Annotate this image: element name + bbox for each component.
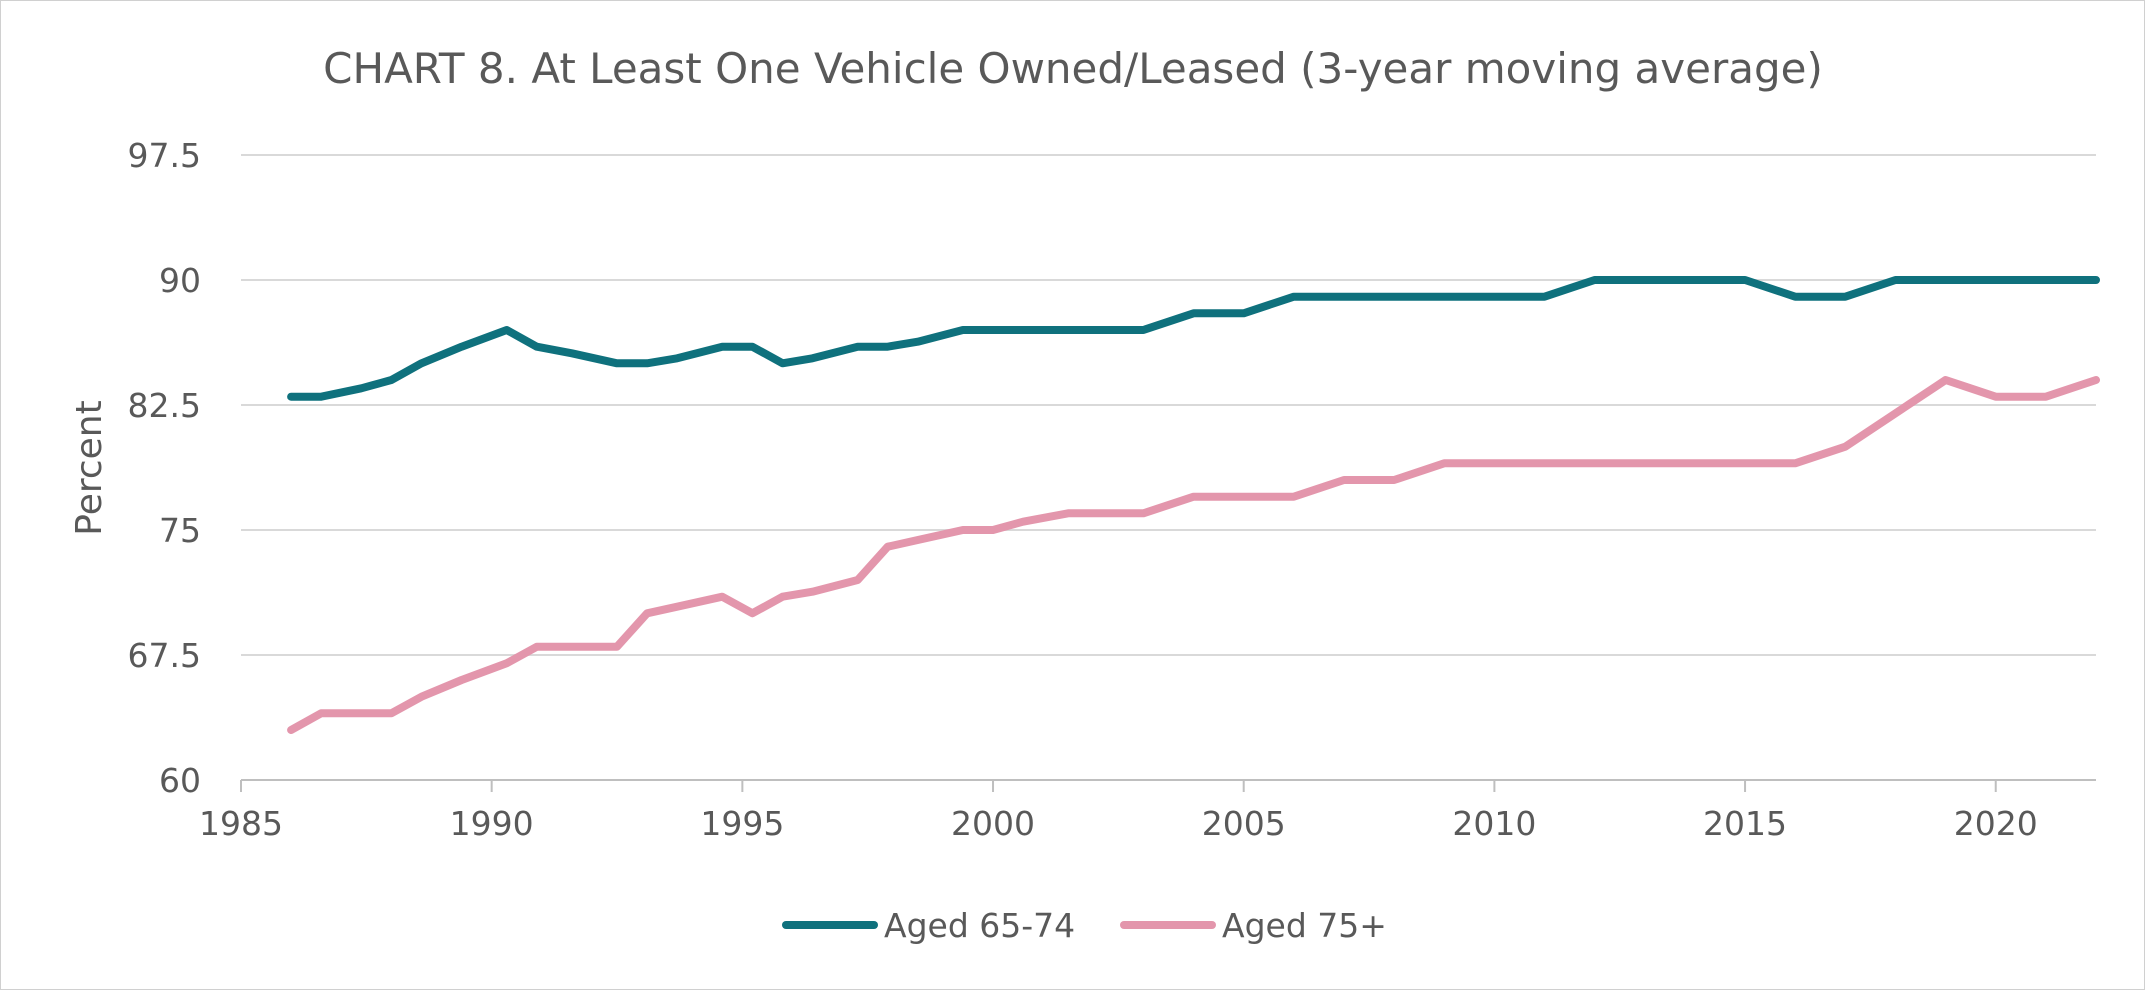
gridlines [241, 154, 2096, 656]
x-tick-label: 1990 [450, 804, 534, 843]
series-line-1 [287, 376, 2100, 734]
y-tick-label: 90 [159, 261, 201, 300]
legend-label: Aged 75+ [1222, 906, 1387, 945]
y-tick-label: 67.5 [128, 636, 201, 675]
x-tick-label: 2015 [1703, 804, 1787, 843]
y-axis-ticks: 60 67.5 75 82.5 90 97.5 [128, 136, 201, 800]
series-lines [287, 276, 2100, 734]
chart-title: CHART 8. At Least One Vehicle Owned/Leas… [323, 44, 1823, 93]
y-tick-label: 82.5 [128, 386, 201, 425]
x-tick-label: 2005 [1202, 804, 1286, 843]
x-tick-label: 2020 [1954, 804, 2038, 843]
x-axis-ticks: 1985 1990 1995 2000 2005 2010 2015 2020 [199, 804, 2038, 843]
legend-label: Aged 65-74 [884, 906, 1075, 945]
series-line-0 [287, 276, 2100, 401]
x-tick-label: 1995 [700, 804, 784, 843]
legend: Aged 65-74 Aged 75+ [782, 906, 1387, 945]
y-tick-label: 60 [159, 761, 201, 800]
y-axis-label: Percent [69, 400, 110, 535]
x-tick-label: 1985 [199, 804, 283, 843]
x-tick-label: 2000 [951, 804, 1035, 843]
x-axis [240, 779, 2096, 792]
x-tick-label: 2010 [1452, 804, 1536, 843]
y-tick-label: 75 [159, 511, 201, 550]
y-tick-label: 97.5 [128, 136, 201, 175]
